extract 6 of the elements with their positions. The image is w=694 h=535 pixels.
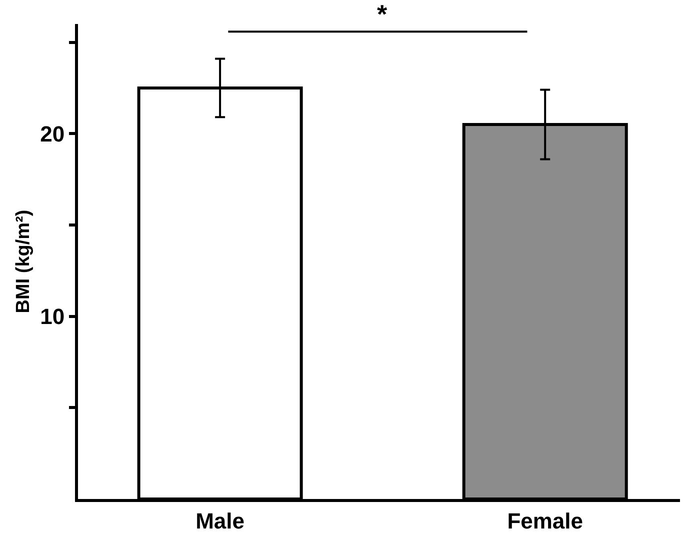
- y-axis-title: BMI (kg/m²): [12, 210, 34, 314]
- annotation: *: [377, 0, 388, 29]
- x-tick-label: Male: [196, 508, 245, 534]
- x-tick-label: Female: [507, 508, 584, 534]
- y-tick-label: 20: [40, 121, 65, 146]
- y-tick-label: 10: [40, 304, 65, 330]
